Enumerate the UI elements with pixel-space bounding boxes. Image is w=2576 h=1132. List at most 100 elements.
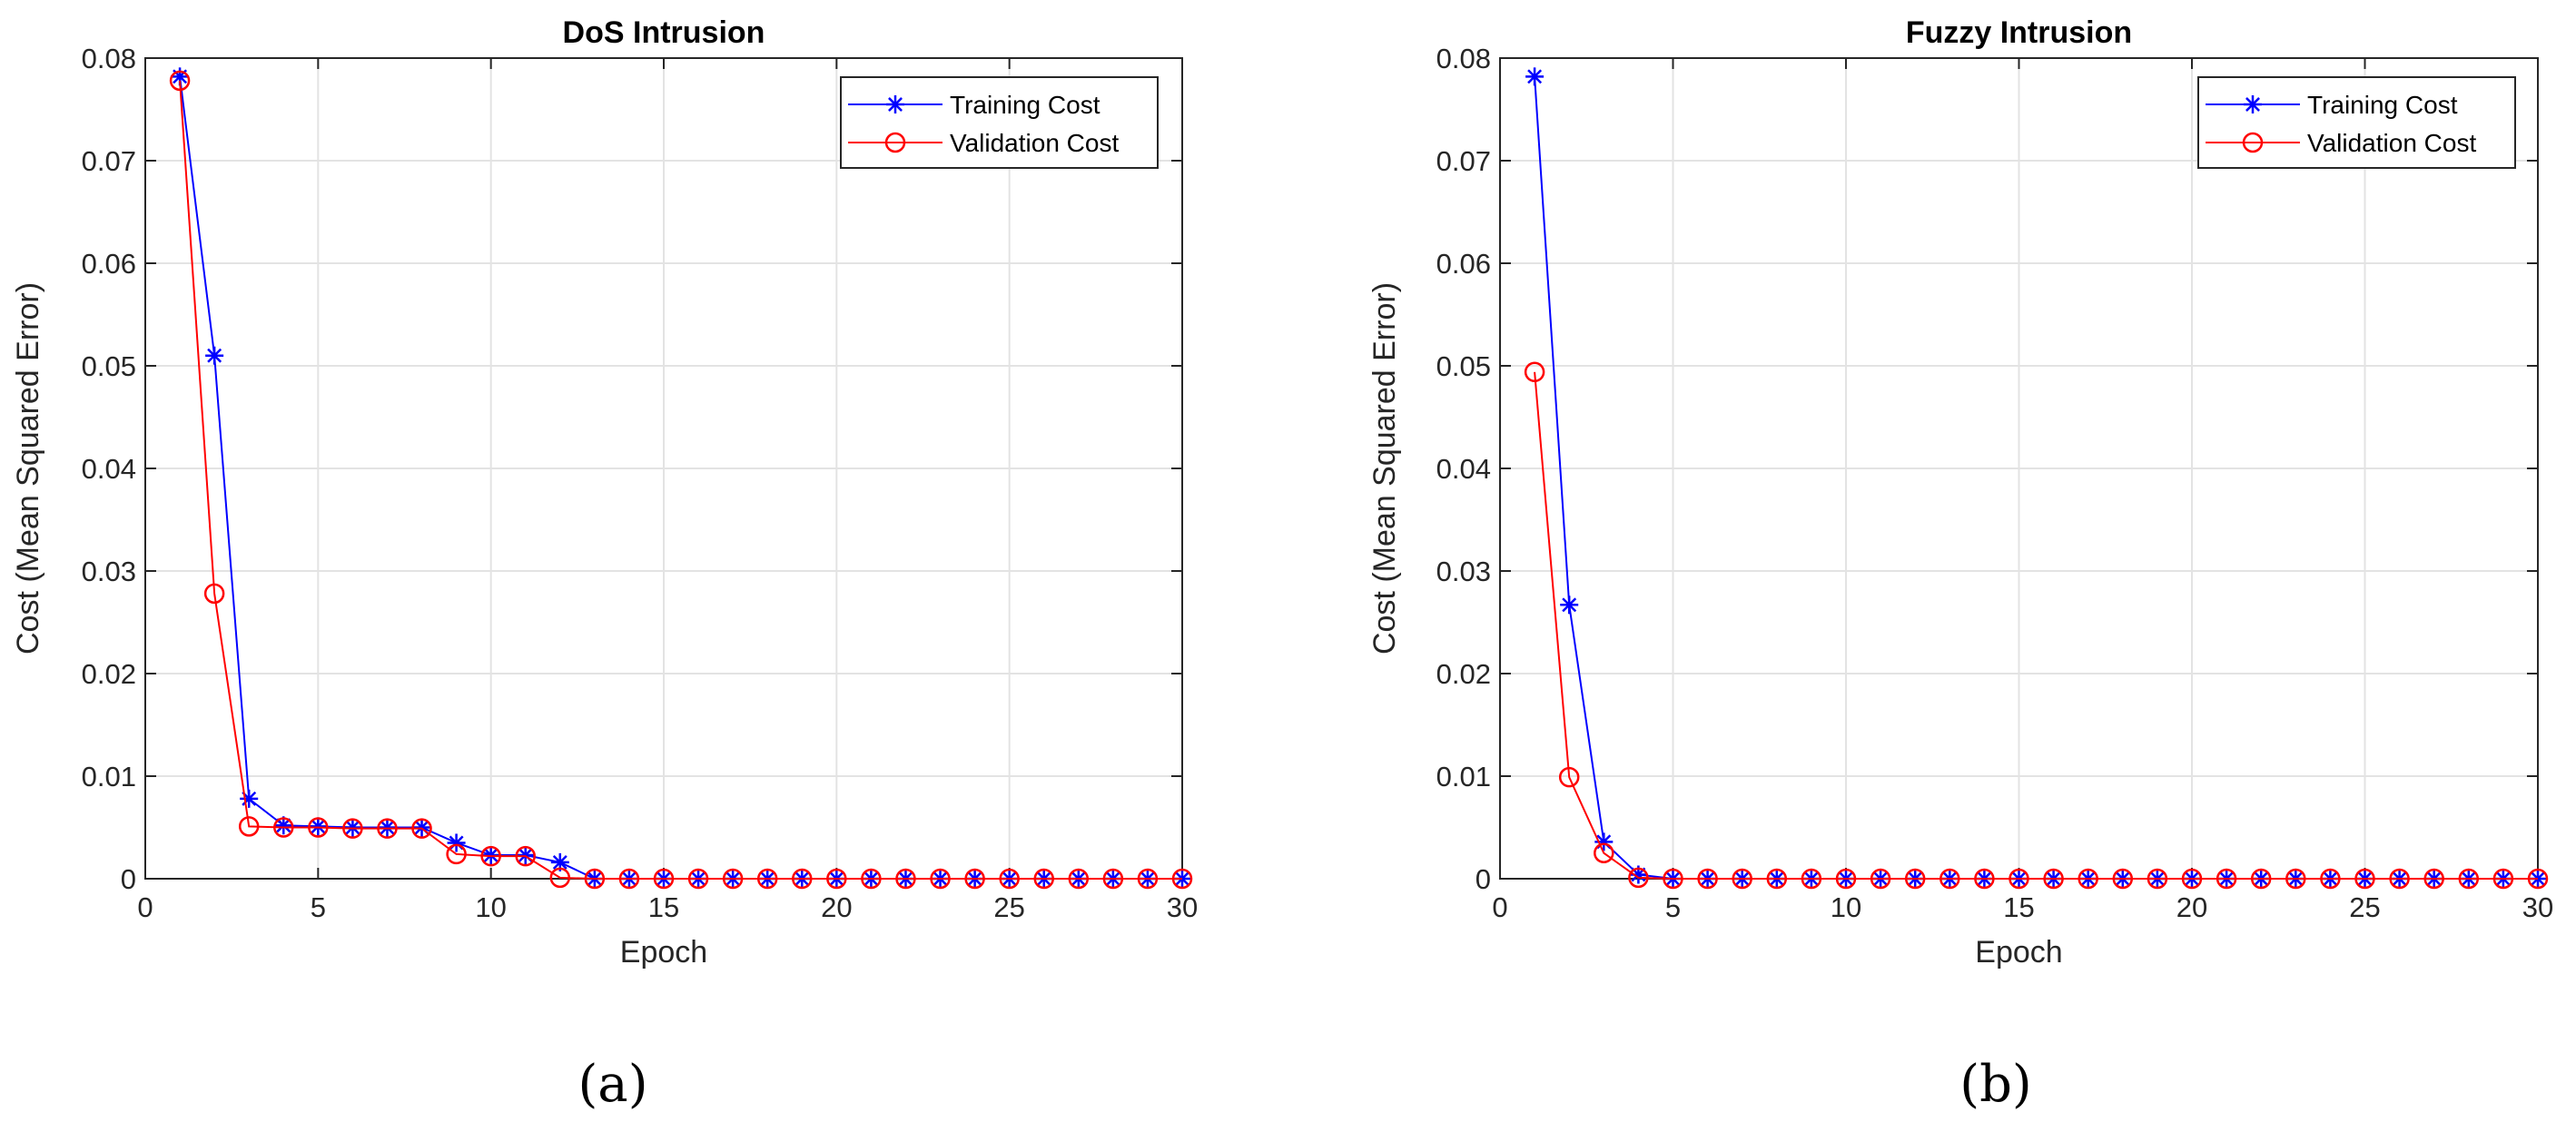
data-point [342, 818, 363, 839]
x-tick-label: 25 [2349, 891, 2380, 923]
data-point [2112, 868, 2134, 890]
series-line [179, 80, 1182, 880]
data-point [1974, 868, 1995, 890]
legend-label: Validation Cost [2307, 129, 2476, 157]
x-tick-label: 5 [311, 891, 326, 923]
x-tick-label: 10 [475, 891, 506, 923]
series-validation-cost [169, 70, 1193, 890]
data-point [618, 868, 640, 890]
data-point [1628, 867, 1649, 889]
data-point [1524, 361, 1545, 383]
y-tick-label: 0.04 [1436, 453, 1491, 485]
data-point [2527, 868, 2549, 890]
legend-marker [886, 95, 904, 113]
data-point [1068, 868, 1090, 890]
y-tick-label: 0.06 [1436, 248, 1491, 280]
x-tick-label: 15 [648, 891, 679, 923]
x-tick-label: 30 [1167, 891, 1198, 923]
series-validation-cost [1524, 361, 2549, 890]
data-point [2008, 868, 2029, 890]
chart-title: DoS Intrusion [563, 15, 765, 50]
x-axis-label: Epoch [620, 935, 707, 970]
y-tick-label: 0.04 [82, 453, 136, 485]
data-point [240, 789, 259, 808]
x-axis-label: Epoch [1975, 935, 2062, 970]
data-point [1801, 868, 1822, 890]
x-tick-label: 20 [821, 891, 852, 923]
x-tick-label: 0 [1492, 891, 1507, 923]
y-tick-label: 0.01 [82, 761, 136, 792]
data-point [999, 868, 1020, 890]
data-point [2423, 868, 2444, 890]
data-point [309, 817, 328, 836]
data-point [1870, 868, 1891, 890]
data-point [1558, 766, 1580, 788]
data-point [1102, 868, 1124, 890]
data-point [411, 818, 432, 839]
data-point [515, 845, 536, 867]
data-point [205, 346, 224, 365]
data-point [378, 818, 397, 837]
data-point [1732, 868, 1752, 890]
data-point [1525, 67, 1545, 86]
x-tick-label: 10 [1831, 891, 1861, 923]
x-tick-label: 15 [2003, 891, 2034, 923]
data-point [2181, 868, 2203, 890]
y-tick-label: 0.07 [82, 145, 136, 177]
y-tick-label: 0 [1476, 863, 1491, 895]
grid [1499, 57, 2539, 880]
legend: Training Cost Validation Cost [840, 76, 1159, 169]
series-line [1534, 371, 2538, 880]
y-tick-label: 0.07 [1436, 145, 1491, 177]
y-tick-label: 0 [121, 863, 136, 895]
y-tick-label: 0.01 [1436, 761, 1491, 792]
y-tick-label: 0.06 [82, 248, 136, 280]
data-point [653, 868, 675, 890]
x-tick-label: 25 [993, 891, 1024, 923]
data-point [1137, 868, 1159, 890]
legend-box [840, 76, 1159, 169]
legend-label: Validation Cost [950, 129, 1119, 157]
legend-label: Training Cost [2307, 91, 2458, 119]
data-point [1697, 868, 1718, 890]
data-point [2389, 868, 2410, 890]
chart-title: Fuzzy Intrusion [1906, 15, 2132, 50]
data-point [169, 70, 191, 92]
data-point [203, 583, 225, 605]
y-tick-label: 0.02 [1436, 658, 1491, 690]
legend-box [2197, 76, 2516, 169]
y-tick-label: 0.03 [82, 556, 136, 587]
y-tick-label: 0.05 [82, 350, 136, 382]
data-point [964, 868, 985, 890]
data-point [2458, 868, 2480, 890]
data-point [1171, 868, 1193, 890]
data-point [2320, 868, 2341, 890]
data-point [480, 845, 501, 867]
legend-label: Training Cost [950, 91, 1100, 119]
y-tick-label: 0.02 [82, 658, 136, 690]
chart-panel-0: 0 5 10 15 20 25 30 0 0.01 0.02 0.03 0.04 0.05 0.06 0.0… [11, 15, 1198, 1114]
x-tick-label: 5 [1665, 891, 1681, 923]
data-point [756, 868, 778, 890]
y-axis-label: Cost (Mean Squared Error) [1367, 282, 1402, 655]
data-point [792, 868, 813, 890]
y-tick-label: 0.08 [82, 43, 136, 74]
panel-label: (b) [1959, 1055, 2032, 1114]
legend-marker [884, 132, 906, 153]
legend: Training Cost Validation Cost [2197, 76, 2516, 169]
data-point [446, 843, 467, 865]
chart-panel-1: 0 5 10 15 20 25 30 0 0.01 0.02 0.03 0.04 0.05 0.06 0.0… [1367, 15, 2553, 1114]
data-point [930, 868, 951, 890]
data-point [481, 846, 500, 865]
legend-marker [2242, 132, 2264, 153]
data-point [584, 868, 606, 890]
data-point [1663, 868, 1683, 890]
data-point [273, 817, 294, 838]
y-tick-label: 0.03 [1436, 556, 1491, 587]
data-point [861, 868, 882, 890]
data-point [343, 818, 362, 837]
x-tick-label: 0 [137, 891, 153, 923]
data-point [826, 868, 847, 890]
legend-marker [2244, 95, 2262, 113]
